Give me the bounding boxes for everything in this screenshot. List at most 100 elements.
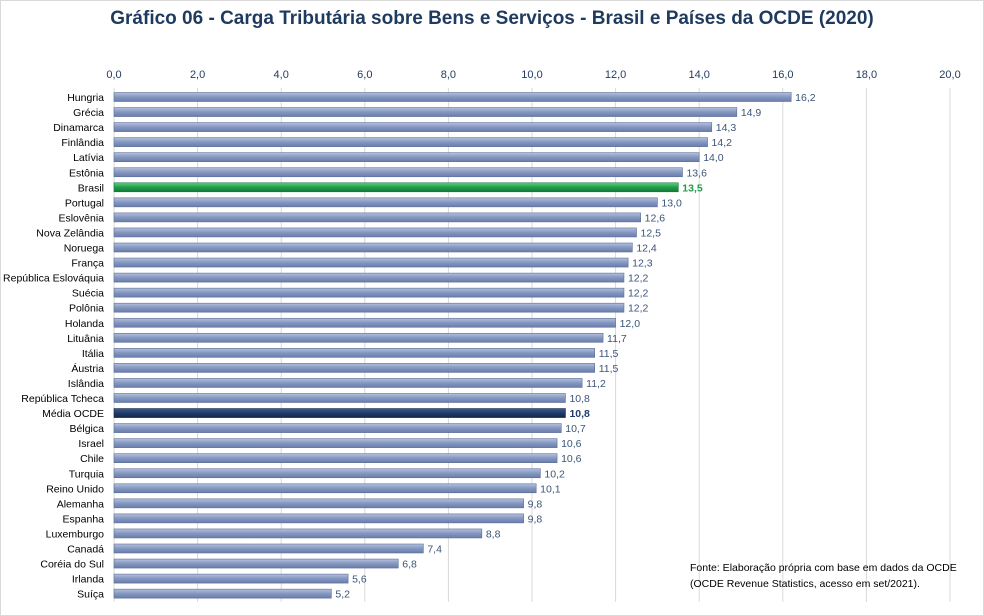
category-label: Dinamarca — [53, 122, 104, 134]
value-label: 10,7 — [565, 423, 586, 435]
bar — [113, 588, 332, 599]
bar — [113, 393, 566, 403]
category-label: Israel — [78, 438, 104, 450]
value-label: 11,5 — [599, 363, 619, 375]
bar — [113, 182, 679, 193]
bars — [113, 92, 792, 599]
x-tick-label: 0,0 — [106, 69, 121, 81]
category-label: Finlândia — [61, 137, 104, 149]
bar — [113, 558, 399, 569]
bar — [113, 483, 537, 494]
category-label: França — [71, 258, 104, 270]
bar — [113, 453, 558, 464]
x-tick-label: 16,0 — [772, 69, 793, 81]
bar — [113, 438, 558, 448]
category-label: Eslovênia — [58, 212, 104, 224]
source-note: Fonte: Elaboração própria com base em da… — [690, 562, 957, 590]
value-label: 10,2 — [544, 468, 565, 480]
bar — [113, 167, 683, 178]
category-label: Estônia — [69, 167, 104, 179]
value-label: 16,2 — [795, 92, 816, 104]
value-label: 11,5 — [599, 348, 619, 360]
value-label: 14,2 — [712, 137, 733, 149]
value-label: 14,0 — [703, 152, 724, 164]
category-label: Chile — [80, 453, 104, 465]
x-tick-label: 2,0 — [190, 69, 205, 81]
bar — [113, 317, 616, 328]
category-label: República Eslováquia — [3, 273, 104, 285]
bar — [113, 363, 596, 373]
value-label: 14,9 — [741, 107, 762, 119]
category-label: Hungria — [67, 92, 104, 104]
bar — [113, 528, 483, 539]
bar — [113, 468, 541, 479]
bar — [113, 92, 792, 102]
value-label: 9,8 — [528, 513, 543, 525]
bar — [113, 378, 583, 388]
bar — [113, 272, 625, 283]
value-label: 10,8 — [569, 408, 590, 420]
value-label: 13,5 — [682, 182, 703, 194]
value-label: 12,3 — [632, 258, 653, 270]
category-label: Lituânia — [67, 333, 104, 345]
chart-title: Gráfico 06 - Carga Tributária sobre Bens… — [110, 8, 874, 29]
category-label: Bélgica — [70, 423, 105, 435]
bar — [113, 152, 700, 162]
x-tick-label: 18,0 — [856, 69, 877, 81]
value-label: 13,0 — [661, 197, 682, 209]
category-labels: Hungria Grécia Dinamarca Finlândia Latívia Es… — [3, 92, 104, 601]
value-label: 8,8 — [486, 528, 501, 540]
category-label: Nova Zelândia — [36, 227, 104, 239]
value-labels: 16,2 14,9 14,3 14,2 14,0 13,6 13,513,0 12,6 12,5… — [335, 92, 815, 601]
bar — [113, 287, 625, 298]
x-axis-ticks: 0,0 2,0 4,0 6,0 8,0 10,0 12,0 14,0 16,0 18,0 20,0 — [106, 69, 960, 81]
bar — [113, 107, 738, 117]
category-label: Espanha — [63, 513, 105, 525]
value-label: 12,6 — [645, 212, 666, 224]
category-label: Holanda — [65, 318, 104, 330]
category-label: Coréia do Sul — [40, 559, 104, 571]
category-label: Portugal — [65, 197, 104, 209]
value-label: 12,2 — [628, 273, 649, 285]
x-tick-label: 10,0 — [521, 69, 542, 81]
category-label: Islândia — [68, 378, 104, 390]
x-tick-label: 4,0 — [274, 69, 289, 81]
category-label: Reino Unido — [46, 483, 104, 495]
category-label: Turquia — [69, 468, 104, 480]
bar — [113, 423, 562, 433]
value-label: 11,2 — [586, 378, 606, 390]
value-label: 10,1 — [540, 483, 561, 495]
bar — [113, 408, 566, 418]
value-label: 12,2 — [628, 303, 649, 315]
bar — [113, 227, 637, 238]
category-label: Irlanda — [72, 574, 104, 586]
x-tick-label: 8,0 — [441, 69, 456, 81]
bar — [113, 332, 604, 343]
value-label: 5,6 — [352, 574, 367, 586]
bar — [113, 573, 349, 584]
value-label: 5,2 — [335, 589, 350, 601]
category-label: Canadá — [67, 544, 104, 556]
category-label: Suíça — [77, 589, 104, 601]
bar — [113, 137, 708, 147]
category-label: Latívia — [73, 152, 104, 164]
value-label: 6,8 — [402, 559, 417, 571]
value-label: 7,4 — [427, 544, 442, 556]
value-label: 12,2 — [628, 288, 649, 300]
category-label: Luxemburgo — [46, 528, 105, 540]
category-label: Grécia — [73, 107, 104, 119]
category-label: Itália — [82, 348, 104, 360]
value-label: 11,7 — [607, 333, 627, 345]
bar — [113, 257, 629, 268]
category-label: Brasil — [78, 182, 104, 194]
x-tick-label: 14,0 — [688, 69, 709, 81]
value-label: 13,6 — [686, 167, 707, 179]
value-label: 10,6 — [561, 438, 582, 450]
value-label: 12,5 — [641, 227, 662, 239]
bar — [113, 513, 524, 524]
category-label: Suécia — [72, 288, 104, 300]
value-label: 9,8 — [528, 498, 543, 510]
bar — [113, 212, 641, 223]
x-tick-label: 12,0 — [605, 69, 626, 81]
